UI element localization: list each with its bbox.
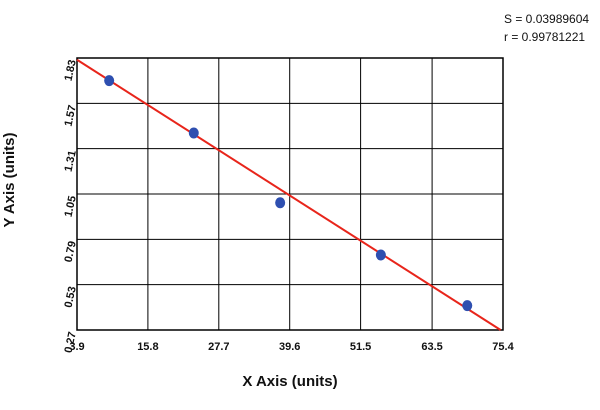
y-tick-label: 0.53 xyxy=(63,285,79,308)
x-tick-label: 27.7 xyxy=(208,341,229,353)
data-point xyxy=(375,249,386,261)
y-tick-label: 1.57 xyxy=(63,104,79,127)
x-tick-label: 15.8 xyxy=(137,341,158,353)
data-point xyxy=(462,300,473,312)
y-tick-label: 1.05 xyxy=(63,195,79,218)
x-tick-label: 75.4 xyxy=(492,341,514,353)
x-tick-label: 39.6 xyxy=(279,341,300,353)
y-tick-label: 1.83 xyxy=(63,59,79,82)
fit-line xyxy=(76,58,502,331)
y-tick-label: 0.27 xyxy=(63,331,79,354)
stat-annotation: S = 0.03989604 xyxy=(504,12,589,26)
plot-border xyxy=(76,57,504,331)
y-axis-title: Y Axis (units) xyxy=(1,132,18,227)
data-point xyxy=(104,75,115,87)
data-point xyxy=(275,197,286,209)
stat-annotation: r = 0.99781221 xyxy=(504,30,585,44)
y-tick-label: 0.79 xyxy=(63,240,79,263)
y-tick-label: 1.31 xyxy=(63,149,79,172)
x-tick-label: 63.5 xyxy=(421,341,442,353)
data-point xyxy=(188,127,199,139)
x-axis-title: X Axis (units) xyxy=(242,373,337,390)
x-tick-label: 51.5 xyxy=(350,341,371,353)
x-tick-label: 3.9 xyxy=(69,341,84,353)
